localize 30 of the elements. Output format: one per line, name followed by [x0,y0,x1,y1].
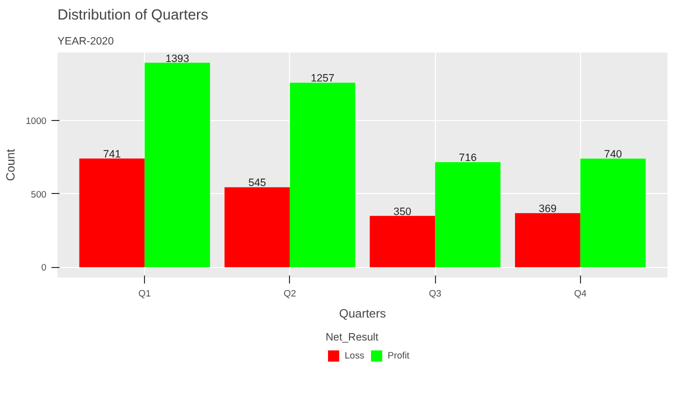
chart-title: Distribution of Quarters [58,8,208,24]
chart-subtitle: YEAR-2020 [58,36,114,48]
bar [580,158,646,268]
x-tick-label: Q2 [284,288,296,298]
data-label: 716 [458,152,477,164]
bar [370,216,436,268]
data-label: 1393 [165,52,190,65]
bar [290,82,356,268]
x-tick-label: Q1 [138,288,151,298]
y-tick-label: 1000 [26,116,47,126]
y-axis-title: Count [4,148,18,182]
y-tick-label: 500 [30,189,47,200]
legend-label: Loss [344,350,365,360]
x-tick-label: Q4 [574,288,587,298]
bar [515,213,580,268]
data-label: 1257 [310,72,334,85]
data-label: 369 [538,203,557,216]
bar [144,62,210,268]
data-label: 740 [604,148,622,161]
x-tick-label: Q3 [428,288,442,298]
bar [435,162,500,268]
x-axis-title: Quarters [339,306,386,320]
legend-label: Profit [388,350,410,360]
data-label: 545 [248,177,266,190]
data-label: 350 [394,206,412,218]
bar [224,187,290,268]
data-label: 741 [103,148,121,160]
legend-title: Net_Result [326,332,380,344]
bar [79,158,145,268]
y-tick-label: 0 [41,262,47,273]
